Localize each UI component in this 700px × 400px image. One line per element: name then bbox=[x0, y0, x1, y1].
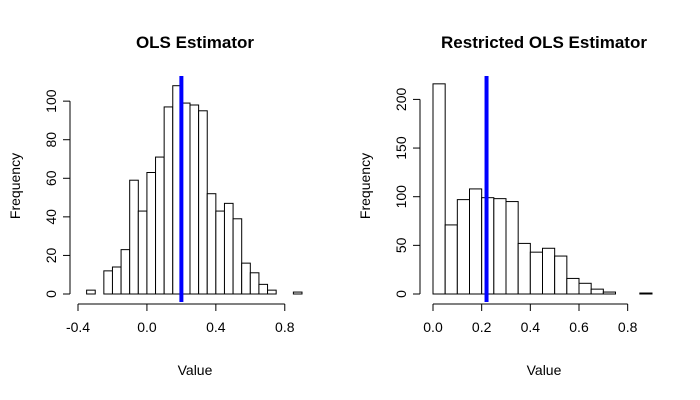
x-tick-label: 0.8 bbox=[618, 319, 638, 335]
histogram-bar bbox=[602, 291, 617, 295]
histogram-bar bbox=[529, 251, 544, 295]
histogram-bar bbox=[517, 242, 531, 295]
histogram-bar bbox=[223, 202, 234, 295]
y-tick-label: 50 bbox=[393, 237, 409, 253]
histogram-bar bbox=[120, 249, 131, 295]
y-tick-label: 200 bbox=[393, 88, 409, 112]
x-tick-label: 0.8 bbox=[275, 319, 295, 335]
y-tick-label: 100 bbox=[393, 185, 409, 209]
y-axis-label: Frequency bbox=[357, 153, 373, 219]
y-tick-label: 150 bbox=[393, 136, 409, 160]
y-tick-label: 20 bbox=[43, 247, 59, 263]
histogram-bar bbox=[542, 247, 556, 295]
histogram-bar bbox=[249, 272, 260, 295]
x-tick-label: 0.4 bbox=[206, 319, 226, 335]
y-tick-label: 100 bbox=[43, 89, 59, 113]
histogram-bar bbox=[189, 104, 200, 295]
histogram-bar bbox=[639, 292, 653, 295]
x-tick-label: 0.2 bbox=[472, 319, 492, 335]
histogram-bar bbox=[215, 210, 225, 295]
y-axis-label: Frequency bbox=[7, 153, 23, 219]
x-tick-label: 0.0 bbox=[423, 319, 443, 335]
histogram-bar bbox=[241, 262, 251, 295]
histogram-bar bbox=[590, 288, 604, 295]
histogram-bar bbox=[163, 106, 174, 295]
histogram-bar bbox=[292, 291, 303, 295]
histogram-bar bbox=[432, 83, 446, 295]
y-tick-label: 40 bbox=[43, 209, 59, 225]
chart-title: OLS Estimator bbox=[136, 33, 254, 52]
histogram-bar bbox=[267, 289, 277, 295]
histogram-bar bbox=[505, 201, 519, 295]
histogram-bar bbox=[146, 172, 157, 295]
chart-title: Restricted OLS Estimator bbox=[441, 33, 647, 52]
histogram-bar bbox=[155, 156, 165, 295]
histogram-bar bbox=[137, 210, 148, 295]
histogram-bar bbox=[469, 188, 483, 295]
x-axis-label: Value bbox=[178, 362, 213, 378]
ols-histogram-panel: -0.4 0.0 0.4 0.8 0 20 40 60 80 100 OLS Estimator Va… bbox=[7, 33, 303, 378]
histogram-bar bbox=[258, 283, 269, 295]
histogram-bar bbox=[493, 198, 507, 295]
histogram-bar bbox=[578, 282, 592, 295]
histogram-bar bbox=[198, 110, 208, 295]
histogram-bar bbox=[566, 277, 580, 295]
x-tick-label: 0.0 bbox=[137, 319, 157, 335]
histogram-bar bbox=[86, 289, 96, 295]
histogram-bar bbox=[554, 255, 568, 295]
y-tick-label: 60 bbox=[43, 170, 59, 186]
histogram-bar bbox=[456, 199, 470, 295]
y-tick-label: 0 bbox=[393, 290, 409, 298]
x-tick-label: 0.6 bbox=[569, 319, 589, 335]
histogram-bar bbox=[103, 270, 113, 295]
histogram-bar bbox=[206, 193, 217, 295]
x-tick-label: -0.4 bbox=[66, 319, 90, 335]
y-tick-label: 0 bbox=[43, 290, 59, 298]
x-tick-label: 0.4 bbox=[521, 319, 541, 335]
y-tick-label: 80 bbox=[43, 132, 59, 148]
restricted-ols-histogram-panel: 0.0 0.2 0.4 0.6 0.8 0 50 100 150 200 Restricted OL… bbox=[357, 33, 653, 378]
histogram-bar bbox=[111, 266, 122, 295]
histogram-bar bbox=[232, 218, 243, 295]
histogram-bar bbox=[129, 179, 139, 295]
x-axis-label: Value bbox=[527, 362, 562, 378]
histogram-bar bbox=[444, 224, 458, 295]
